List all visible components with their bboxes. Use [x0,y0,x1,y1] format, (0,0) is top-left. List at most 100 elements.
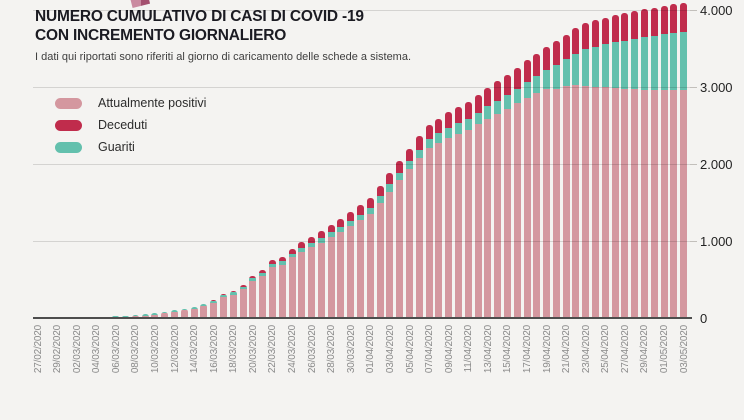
bar[interactable] [220,294,227,318]
bar[interactable] [523,60,531,318]
bar[interactable] [435,118,443,318]
bar[interactable] [229,291,237,318]
x-axis-label: 13/04/2020 [482,325,494,374]
bar-segment-guariti [268,263,276,267]
bar-segment-guariti [122,315,130,318]
bar[interactable] [406,148,414,318]
bar[interactable] [317,231,325,318]
bar-segment-guariti [190,306,198,309]
bar-segment-attualmente_positivi [621,89,629,318]
bar[interactable] [396,160,404,318]
bar-segment-guariti [680,31,688,91]
bar[interactable] [386,173,394,318]
x-axis-label: 15/04/2020 [502,325,514,374]
bar[interactable] [680,2,688,318]
bar[interactable] [308,236,316,318]
bar[interactable] [503,74,511,318]
bar[interactable] [543,46,551,318]
bar-segment-attualmente_positivi [552,88,560,318]
bar[interactable] [288,248,296,318]
legend-item-guariti[interactable]: Guariti [55,140,206,154]
legend-label: Guariti [98,140,135,154]
bar-segment-guariti [141,314,149,316]
bar-segment-attualmente_positivi [601,87,609,318]
bar[interactable] [151,313,159,318]
bar[interactable] [611,15,619,318]
bar[interactable] [161,311,169,318]
x-axis-label: 06/03/2020 [110,325,122,374]
bar[interactable] [592,20,600,318]
bar-segment-guariti [533,76,541,94]
bar[interactable] [484,87,492,318]
bar-segment-attualmente_positivi [190,308,198,318]
bar[interactable] [180,308,188,318]
bar-segment-deceduti [308,236,316,244]
bar-segment-deceduti [229,291,237,293]
bar-segment-attualmente_positivi [464,129,472,318]
x-axis-label: 29/02/2020 [52,325,64,374]
x-axis-label: 23/04/2020 [580,325,592,374]
y-tick-mark [690,10,697,11]
bar-segment-attualmente_positivi [122,317,130,318]
bar-segment-guariti [572,53,580,86]
bar[interactable] [249,275,257,318]
bar[interactable] [366,197,374,318]
title-line-2: CON INCREMENTO GIORNALIERO [35,27,287,44]
bar[interactable] [494,81,502,318]
bar[interactable] [601,17,609,318]
bar-segment-deceduti [464,101,472,119]
bar[interactable] [102,316,110,318]
bar[interactable] [415,136,423,318]
bar[interactable] [259,269,267,318]
bar[interactable] [582,23,590,318]
legend-item-attualmente-positivi[interactable]: Attualmente positivi [55,96,206,110]
bar[interactable] [92,317,100,318]
bar[interactable] [337,218,345,318]
bar-segment-guariti [396,172,404,181]
x-axis-label: 02/03/2020 [71,325,83,374]
bar[interactable] [278,256,286,318]
bar[interactable] [376,185,384,318]
bar[interactable] [141,314,149,318]
bar[interactable] [122,315,130,318]
x-axis-label: 29/04/2020 [639,325,651,374]
bar[interactable] [513,67,521,318]
bar[interactable] [239,284,247,318]
bar[interactable] [670,4,678,318]
bar[interactable] [631,11,639,318]
bar[interactable] [425,124,433,318]
bar[interactable] [357,205,365,318]
bar[interactable] [347,212,355,318]
bar[interactable] [474,94,482,318]
bar[interactable] [112,316,120,318]
bar[interactable] [190,306,198,318]
bar[interactable] [572,28,580,318]
bar[interactable] [327,224,335,318]
bar-segment-deceduti [298,242,306,248]
bar[interactable] [660,5,668,318]
bar[interactable] [445,112,453,318]
bar[interactable] [298,242,306,318]
bar[interactable] [171,310,179,318]
bar[interactable] [200,303,208,318]
bar[interactable] [454,107,462,318]
bar-segment-guariti [327,232,335,238]
bar[interactable] [533,53,541,318]
bar-segment-attualmente_positivi [239,289,247,318]
bar[interactable] [640,9,648,318]
bar[interactable] [464,101,472,318]
bar[interactable] [562,34,570,318]
bar[interactable] [552,40,560,318]
bar[interactable] [210,300,218,318]
bar-segment-attualmente_positivi [435,142,443,318]
bar-segment-deceduti [611,15,619,43]
legend-item-deceduti[interactable]: Deceduti [55,118,206,132]
bar[interactable] [131,315,139,318]
bar-segment-deceduti [278,256,286,262]
bar-segment-deceduti [259,269,267,274]
bar-segment-guariti [484,106,492,119]
bar-segment-deceduti [680,2,688,32]
bar[interactable] [268,259,276,318]
bar[interactable] [650,7,658,318]
bar[interactable] [621,13,629,318]
